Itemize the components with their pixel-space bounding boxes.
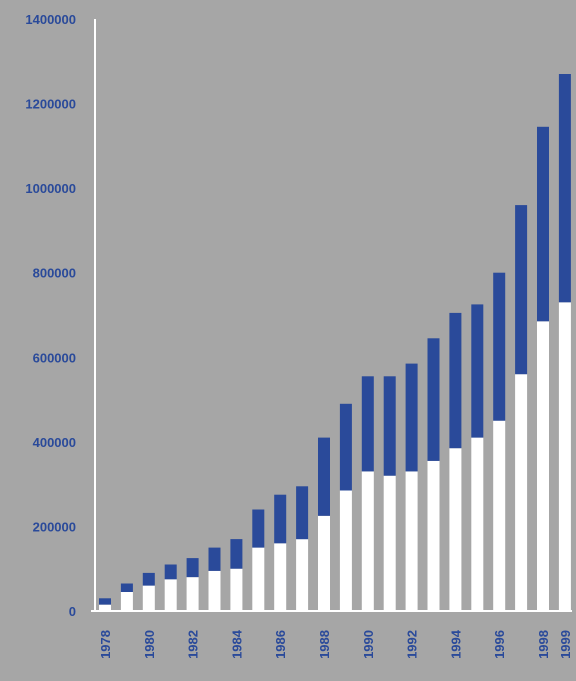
bar-lower-1994 xyxy=(449,448,462,611)
bar-lower-1991 xyxy=(383,475,396,611)
bar-upper-1978 xyxy=(99,598,111,605)
x-tick-label: 1986 xyxy=(273,630,288,659)
bar-upper-1986 xyxy=(274,494,287,544)
bar-upper-1980 xyxy=(142,572,155,586)
bar-upper-1987 xyxy=(296,486,309,540)
bar-lower-1999 xyxy=(558,302,571,611)
bar-upper-1981 xyxy=(164,564,177,580)
x-tick-label: 1984 xyxy=(229,629,244,659)
bar-lower-1985 xyxy=(252,547,265,611)
bar-upper-1989 xyxy=(339,403,352,491)
bar-upper-1993 xyxy=(427,338,440,461)
bar-lower-1998 xyxy=(537,321,549,611)
bar-lower-1996 xyxy=(493,420,506,611)
bar-lower-1988 xyxy=(318,515,330,611)
bar-lower-1978 xyxy=(99,604,111,611)
bar-upper-1991 xyxy=(383,376,396,476)
bar-lower-1981 xyxy=(164,579,177,611)
x-tick-label: 1988 xyxy=(317,630,332,659)
x-tick-label: 1994 xyxy=(448,629,463,659)
y-tick-label: 0 xyxy=(69,604,76,619)
bar-lower-1993 xyxy=(427,460,440,611)
y-tick-label: 600000 xyxy=(33,350,76,365)
y-tick-label: 1000000 xyxy=(25,181,76,196)
x-tick-label: 1982 xyxy=(186,630,201,659)
y-tick-label: 200000 xyxy=(33,519,76,534)
y-tick-label: 1400000 xyxy=(25,12,76,27)
bar-upper-1984 xyxy=(230,539,243,569)
bar-lower-1992 xyxy=(405,471,418,611)
bar-lower-1987 xyxy=(296,539,309,611)
bar-lower-1997 xyxy=(515,374,528,611)
x-tick-label: 1999 xyxy=(558,630,573,659)
bar-upper-1994 xyxy=(449,312,462,449)
x-tick-label: 1980 xyxy=(142,630,157,659)
x-tick-label: 1996 xyxy=(492,630,507,659)
bar-upper-1997 xyxy=(515,205,528,375)
bar-lower-1980 xyxy=(142,585,155,611)
bar-upper-1988 xyxy=(318,437,330,516)
bar-lower-1983 xyxy=(208,570,221,611)
bar-lower-1989 xyxy=(339,490,352,611)
x-tick-label: 1992 xyxy=(405,630,420,659)
bar-upper-1999 xyxy=(558,74,571,303)
y-tick-label: 400000 xyxy=(33,435,76,450)
x-tick-label: 1998 xyxy=(536,630,551,659)
bar-upper-1982 xyxy=(186,558,199,578)
bar-lower-1984 xyxy=(230,568,243,611)
bar-lower-1990 xyxy=(361,471,374,611)
bar-upper-1995 xyxy=(471,304,484,438)
bar-lower-1995 xyxy=(471,437,484,611)
y-tick-label: 1200000 xyxy=(25,97,76,112)
bar-upper-1990 xyxy=(361,376,374,472)
bar-lower-1982 xyxy=(186,577,199,611)
x-tick-label: 1990 xyxy=(361,630,376,659)
x-tick-label: 1978 xyxy=(98,630,113,659)
bar-upper-1992 xyxy=(405,363,418,472)
bar-upper-1996 xyxy=(493,272,506,421)
bar-upper-1979 xyxy=(120,583,133,592)
bar-lower-1986 xyxy=(274,543,287,611)
y-tick-label: 800000 xyxy=(33,266,76,281)
bars-group xyxy=(99,74,571,611)
x-tick-labels: 1978 1980 1982 1984 1986 1988 1990 1992 1994 1996… xyxy=(98,629,573,659)
bar-upper-1983 xyxy=(208,547,221,571)
bar-upper-1998 xyxy=(537,126,549,322)
y-tick-labels: 0 200000 400000 600000 800000 1000000 1200000 1… xyxy=(25,12,76,619)
bar-lower-1979 xyxy=(120,592,133,611)
bar-upper-1985 xyxy=(252,509,265,548)
